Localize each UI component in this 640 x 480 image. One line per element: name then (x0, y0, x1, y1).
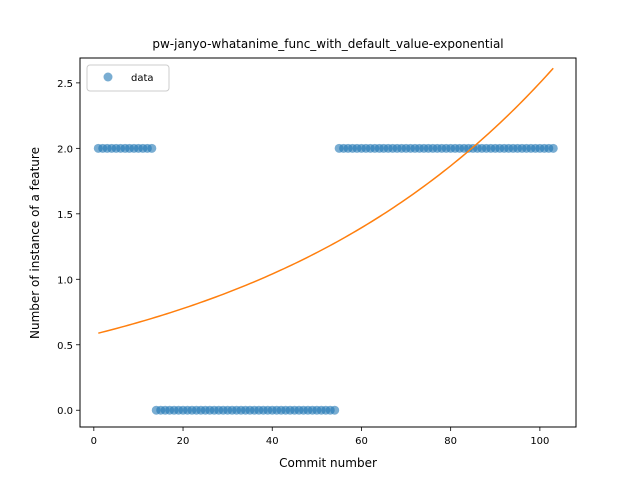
plot-area (93, 67, 558, 415)
x-tick-label: 100 (530, 436, 549, 447)
fit-line (98, 67, 554, 334)
y-tick-label: 1.0 (57, 275, 73, 286)
y-tick-label: 2.5 (57, 79, 73, 90)
x-tick-label: 80 (444, 436, 457, 447)
data-point (548, 143, 558, 153)
data-point (147, 143, 157, 153)
x-tick-label: 20 (177, 436, 190, 447)
x-tick-label: 40 (266, 436, 279, 447)
y-tick-label: 1.5 (57, 210, 73, 221)
y-axis: 0.0 0.5 1.0 1.5 2.0 2.5 (57, 79, 80, 417)
x-axis-label: Commit number (279, 456, 377, 470)
y-axis-label: Number of instance of a feature (28, 147, 42, 339)
axes-frame (79, 57, 577, 428)
x-axis: 0 20 40 60 80 100 (91, 427, 549, 447)
legend-marker-data (103, 72, 113, 82)
y-tick-label: 0.5 (57, 341, 73, 352)
data-point (330, 405, 340, 415)
x-tick-label: 60 (355, 436, 368, 447)
y-tick-label: 0.0 (57, 406, 73, 417)
legend-label-data: data (131, 73, 154, 84)
legend: data (86, 64, 170, 92)
y-tick-label: 2.0 (57, 144, 73, 155)
x-tick-label: 0 (91, 436, 97, 447)
chart-title: pw-janyo-whatanime_func_with_default_val… (152, 37, 503, 51)
legend-box (86, 64, 170, 92)
